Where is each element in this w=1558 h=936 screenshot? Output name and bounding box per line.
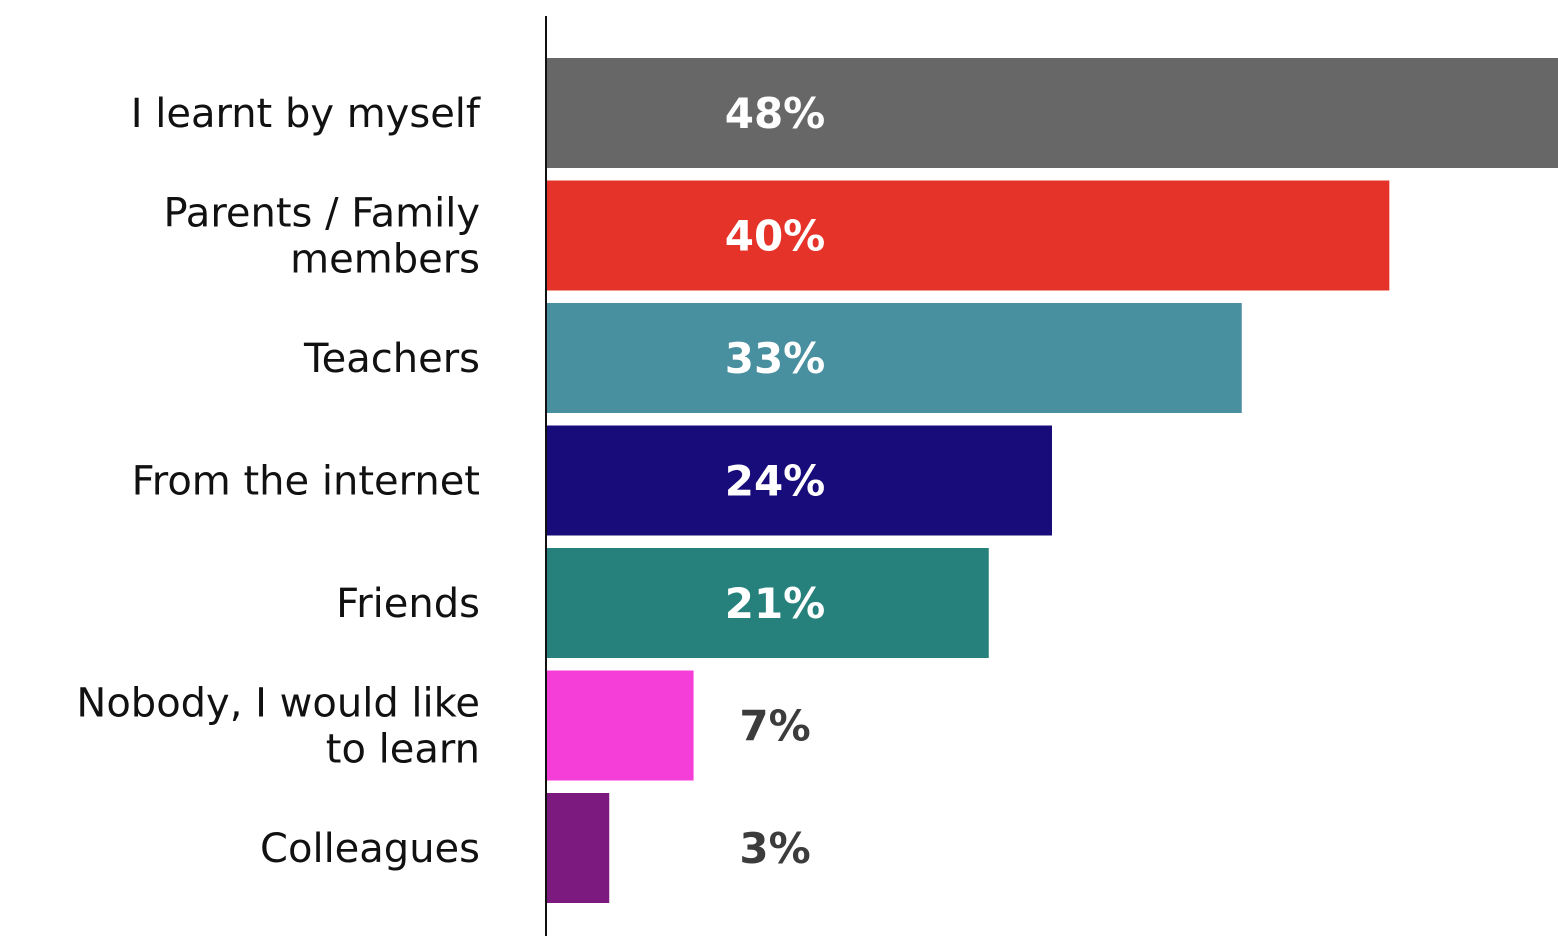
category-label-4: From the internet bbox=[132, 459, 480, 505]
value-label-5: 21% bbox=[725, 579, 826, 628]
category-label-line: I learnt by myself bbox=[131, 91, 481, 137]
category-label-line: Friends bbox=[336, 581, 480, 627]
category-label-6: Nobody, I would like to learn bbox=[76, 681, 480, 773]
category-label-line: Teachers bbox=[303, 336, 480, 382]
bar-1 bbox=[546, 58, 1558, 168]
category-label-line: Parents / Family bbox=[163, 191, 480, 237]
category-label-5: Friends bbox=[336, 581, 480, 627]
category-label-line: Colleagues bbox=[260, 826, 480, 872]
category-label-7: Colleagues bbox=[260, 826, 480, 872]
bars-group bbox=[546, 58, 1558, 903]
category-labels-group: I learnt by myself Parents / Family member… bbox=[76, 91, 481, 872]
bar-4 bbox=[546, 425, 1052, 536]
bar-6 bbox=[546, 670, 694, 781]
bar-7 bbox=[546, 793, 610, 903]
bar-2 bbox=[546, 180, 1390, 291]
category-label-3: Teachers bbox=[303, 336, 480, 382]
category-label-line: to learn bbox=[326, 727, 480, 773]
value-label-3: 33% bbox=[725, 334, 826, 383]
bar-3 bbox=[546, 303, 1242, 413]
category-label-1: I learnt by myself bbox=[131, 91, 481, 137]
bar-5 bbox=[546, 548, 989, 658]
value-labels-group: 48% 40% 33% 24% 21% 7% 3% bbox=[725, 89, 826, 873]
value-label-4: 24% bbox=[725, 457, 826, 506]
category-label-line: From the internet bbox=[132, 459, 480, 505]
value-label-6: 7% bbox=[739, 702, 810, 751]
category-label-line: members bbox=[290, 237, 480, 283]
value-label-7: 3% bbox=[739, 824, 810, 873]
category-label-line: Nobody, I would like bbox=[76, 681, 480, 727]
value-label-1: 48% bbox=[725, 89, 826, 138]
category-label-2: Parents / Family members bbox=[163, 191, 480, 283]
value-label-2: 40% bbox=[725, 212, 826, 261]
